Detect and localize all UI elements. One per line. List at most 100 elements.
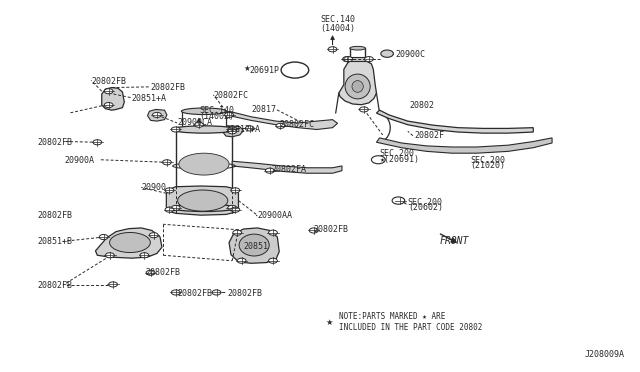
Circle shape: [99, 234, 108, 240]
Ellipse shape: [345, 74, 370, 99]
Ellipse shape: [179, 153, 229, 175]
Circle shape: [147, 270, 155, 275]
Polygon shape: [376, 110, 533, 133]
Text: 20802FA: 20802FA: [271, 165, 306, 174]
Text: 20802FB: 20802FB: [150, 83, 186, 92]
Circle shape: [381, 50, 394, 57]
Text: 20900A: 20900A: [64, 156, 94, 165]
Ellipse shape: [172, 204, 236, 212]
Polygon shape: [232, 161, 342, 173]
Circle shape: [371, 156, 385, 164]
Circle shape: [396, 198, 404, 203]
Text: 20817+A: 20817+A: [226, 125, 261, 134]
Text: (14004): (14004): [320, 24, 355, 33]
Polygon shape: [376, 138, 552, 153]
Circle shape: [172, 290, 180, 295]
Circle shape: [163, 160, 172, 165]
Polygon shape: [223, 126, 243, 137]
Circle shape: [109, 282, 117, 287]
Text: 20802FB: 20802FB: [38, 138, 73, 147]
Circle shape: [344, 57, 353, 62]
Text: 20817: 20817: [251, 105, 276, 114]
Circle shape: [328, 47, 337, 52]
Circle shape: [276, 123, 285, 128]
Polygon shape: [95, 228, 162, 258]
Text: FRONT: FRONT: [439, 237, 468, 246]
Text: 20802FB: 20802FB: [146, 268, 180, 277]
Text: SEC.140: SEC.140: [200, 106, 235, 115]
Text: 20802F: 20802F: [414, 131, 444, 140]
Ellipse shape: [172, 126, 236, 133]
Ellipse shape: [350, 46, 365, 50]
Text: SEC.200: SEC.200: [380, 150, 415, 158]
Circle shape: [392, 197, 404, 204]
Ellipse shape: [239, 234, 269, 256]
Ellipse shape: [181, 108, 227, 115]
Circle shape: [165, 207, 174, 212]
Text: 20900C: 20900C: [396, 49, 425, 58]
Circle shape: [104, 103, 113, 108]
Polygon shape: [229, 228, 279, 263]
Circle shape: [237, 258, 246, 263]
Text: (21020): (21020): [470, 161, 506, 170]
Text: SEC.200: SEC.200: [470, 156, 506, 165]
Circle shape: [365, 57, 373, 62]
Text: 20851+A: 20851+A: [132, 94, 167, 103]
Circle shape: [245, 126, 254, 131]
Text: 20851+B: 20851+B: [38, 237, 73, 246]
Text: ★: ★: [325, 318, 333, 327]
Ellipse shape: [352, 81, 364, 92]
Circle shape: [342, 57, 351, 62]
Circle shape: [212, 290, 221, 295]
Circle shape: [231, 188, 240, 193]
Text: SEC.140: SEC.140: [320, 15, 355, 24]
Text: 20802FB: 20802FB: [314, 225, 349, 234]
Circle shape: [172, 127, 180, 132]
Circle shape: [309, 228, 318, 233]
Ellipse shape: [109, 232, 150, 253]
Text: 20802FC: 20802FC: [279, 120, 314, 129]
Circle shape: [269, 230, 277, 235]
Text: 20802FB: 20802FB: [177, 289, 212, 298]
Circle shape: [106, 253, 115, 258]
Circle shape: [281, 62, 308, 78]
Circle shape: [266, 168, 274, 173]
Circle shape: [225, 112, 234, 118]
Text: 20802FB: 20802FB: [38, 280, 73, 290]
Circle shape: [140, 253, 148, 258]
Circle shape: [149, 232, 158, 238]
Circle shape: [195, 122, 204, 127]
Polygon shape: [102, 87, 124, 110]
Text: SEC.200: SEC.200: [408, 198, 443, 207]
Polygon shape: [166, 186, 239, 215]
Polygon shape: [226, 111, 337, 129]
Circle shape: [233, 230, 242, 235]
Text: 20900AA: 20900AA: [257, 211, 292, 220]
Circle shape: [228, 127, 237, 132]
Polygon shape: [148, 109, 167, 121]
Text: ★(20691): ★(20691): [380, 155, 420, 164]
Text: J208009A: J208009A: [584, 350, 624, 359]
Polygon shape: [339, 59, 376, 105]
Circle shape: [360, 107, 368, 112]
Text: NOTE:PARTS MARKED ★ ARE
INCLUDED IN THE PART CODE 20802: NOTE:PARTS MARKED ★ ARE INCLUDED IN THE …: [339, 312, 482, 332]
Text: 20691P: 20691P: [250, 65, 280, 74]
Text: 20802FB: 20802FB: [227, 289, 262, 298]
Circle shape: [93, 140, 102, 145]
Text: ★: ★: [243, 64, 250, 73]
Text: 20802: 20802: [409, 101, 434, 110]
Circle shape: [165, 188, 174, 193]
Text: 20900CA: 20900CA: [177, 118, 212, 128]
Text: 20802FB: 20802FB: [91, 77, 126, 86]
Text: (20602): (20602): [408, 203, 443, 212]
Ellipse shape: [178, 190, 228, 211]
Text: 20802FB: 20802FB: [38, 211, 73, 220]
Circle shape: [152, 112, 161, 118]
Text: 20851: 20851: [243, 243, 269, 251]
Text: 20802FC: 20802FC: [213, 91, 248, 100]
Circle shape: [228, 129, 237, 134]
Circle shape: [172, 205, 180, 211]
Circle shape: [228, 205, 237, 211]
Circle shape: [231, 207, 240, 212]
Polygon shape: [347, 57, 369, 61]
